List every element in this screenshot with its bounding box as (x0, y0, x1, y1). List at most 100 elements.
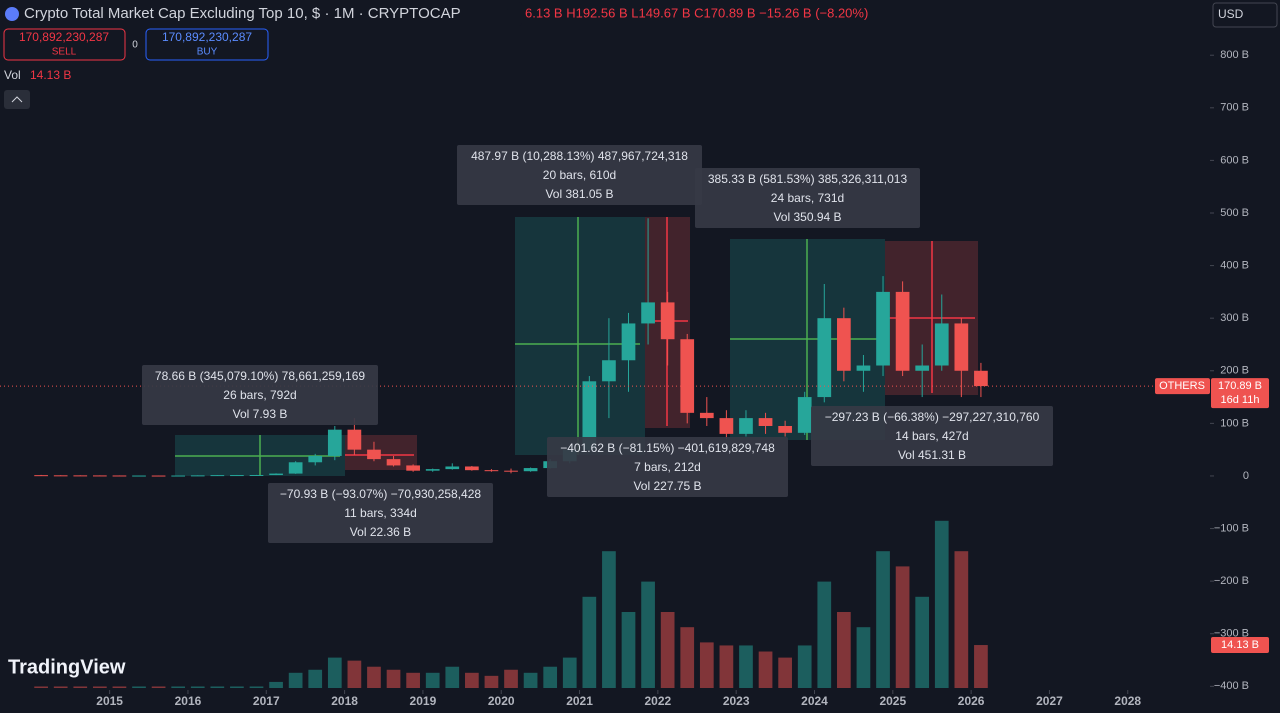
y-tick-label: 800 B (1220, 49, 1249, 61)
candle-body (934, 323, 949, 366)
candle-body (856, 365, 871, 371)
buy-price: 170,892,230,287 (162, 30, 252, 44)
sell-button[interactable] (3, 28, 126, 61)
volume-bar (719, 645, 734, 688)
volume-bar (758, 651, 773, 688)
candle-body (190, 475, 205, 477)
candle-body (876, 291, 890, 366)
candle-body (171, 475, 186, 477)
sell-label: SELL (52, 47, 77, 58)
measure-text: 385.33 B (581.53%) 385,326,311,013 (708, 172, 908, 186)
volume-bar (974, 645, 988, 688)
candle-body (504, 470, 518, 472)
measure-text: 20 bars, 610d (543, 168, 616, 182)
collapse-button[interactable] (4, 90, 30, 109)
measure-text: Vol 227.75 B (633, 479, 701, 493)
y-tick-label: 300 B (1220, 312, 1249, 324)
x-tick-label: 2023 (723, 694, 750, 708)
measure-box (457, 145, 702, 205)
volume-bar (582, 596, 597, 688)
title-bar (2, 2, 522, 26)
candle-body (151, 475, 166, 477)
vol-label: Vol (4, 68, 21, 82)
measure-box (695, 168, 920, 228)
volume-bar (347, 660, 362, 688)
buy-button[interactable] (145, 28, 269, 61)
symbol-icon (5, 7, 19, 21)
volume-bar (210, 686, 225, 688)
measure-text: 26 bars, 792d (223, 388, 296, 402)
logo: TradingView (8, 656, 126, 678)
volume-bar (543, 666, 558, 688)
collapse-icon (11, 96, 23, 103)
candle-body (817, 318, 832, 398)
candle-body (837, 318, 851, 371)
volume-badge (1211, 637, 1269, 654)
x-tick-label: 2017 (253, 694, 280, 708)
volume-bar (934, 520, 949, 688)
candle-body (132, 475, 146, 477)
volume-bar (660, 612, 675, 688)
volume-bar (112, 686, 127, 688)
volume-bar (504, 669, 518, 688)
spread: 0 (132, 40, 138, 51)
candle-body (699, 412, 714, 419)
volume-bar (484, 675, 499, 688)
candle-body (73, 475, 88, 477)
volume-bar (895, 566, 910, 688)
measure-text: 487.97 B (10,288.13%) 487,967,724,318 (471, 149, 688, 163)
sell-price: 170,892,230,287 (19, 30, 109, 44)
volume-bar (602, 551, 616, 688)
candle-body (602, 360, 616, 382)
measure-text: −401.62 B (−81.15%) −401,619,829,748 (560, 441, 775, 455)
y-tick-label: 400 B (1220, 259, 1249, 271)
x-tick-label: 2016 (175, 694, 202, 708)
volume-bar (93, 686, 107, 688)
volume-bar (425, 672, 440, 688)
price-badge (1211, 378, 1269, 409)
candle-body (582, 381, 597, 450)
x-tick-label: 2019 (410, 694, 437, 708)
x-tick-label: 2018 (331, 694, 358, 708)
candle-body (34, 475, 48, 477)
y-tick-label: −200 B (1214, 575, 1249, 587)
candle-body (465, 466, 479, 471)
candle-body (680, 339, 695, 413)
candle-body (112, 475, 127, 477)
volume-bar (34, 686, 48, 688)
candle-body (778, 425, 792, 433)
volume-bar (73, 686, 88, 688)
candle-body (308, 455, 323, 463)
measure-text: Vol 350.94 B (773, 210, 841, 224)
volume-bar (190, 686, 205, 688)
measure-text: 24 bars, 731d (771, 191, 844, 205)
candle-body (719, 418, 734, 434)
candle-body (484, 470, 499, 472)
currency-select[interactable] (1212, 2, 1278, 28)
countdown: 16d 11h (1221, 394, 1260, 406)
candle-body (739, 418, 753, 434)
volume-bar (308, 669, 323, 688)
candle-body (230, 475, 244, 477)
x-tick-label: 2021 (566, 694, 593, 708)
candle-body (954, 323, 969, 371)
candle-body (53, 475, 68, 477)
candle-body (425, 469, 440, 471)
volume-bar (132, 686, 146, 688)
candle-body (660, 302, 675, 340)
volume-bar (445, 666, 460, 688)
symbol-title[interactable]: Crypto Total Market Cap Excluding Top 10… (24, 5, 461, 22)
candle-body (895, 291, 910, 371)
y-tick-label: −100 B (1214, 522, 1249, 534)
volume-bar (915, 596, 930, 688)
x-tick-label: 2015 (96, 694, 123, 708)
x-tick-label: 2027 (1036, 694, 1063, 708)
volume-bar (171, 686, 186, 688)
measure-box (142, 365, 378, 425)
measure-text: 7 bars, 212d (634, 460, 701, 474)
candle-body (974, 370, 988, 387)
measure-box (547, 437, 788, 497)
